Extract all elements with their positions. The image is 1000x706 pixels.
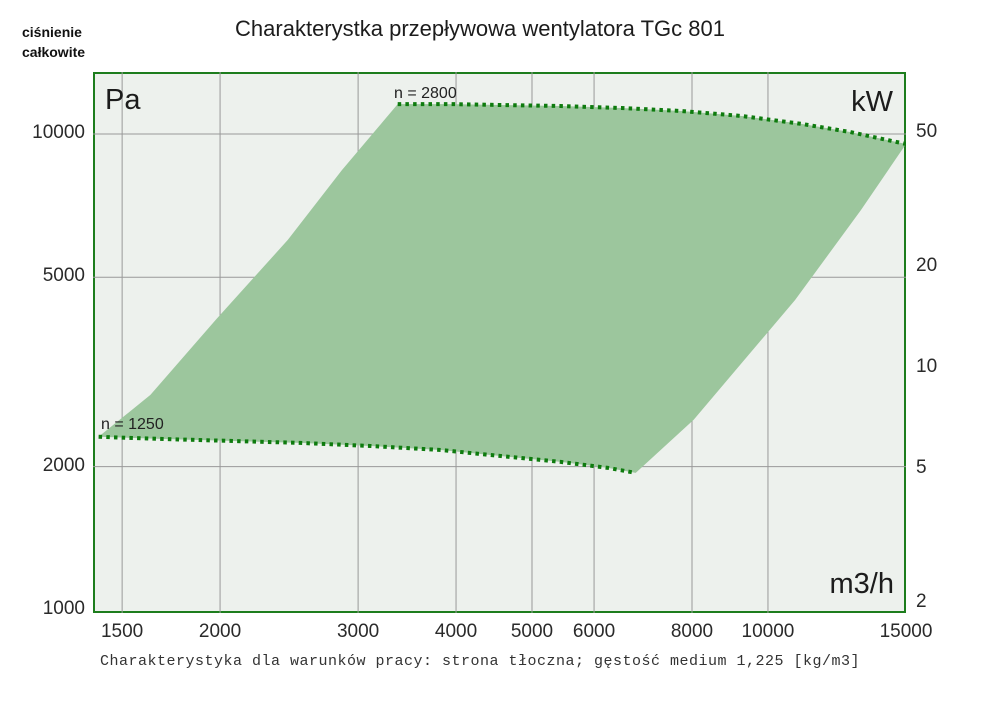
chart-plot-svg bbox=[93, 72, 906, 613]
flow-tick-2000: 2000 bbox=[198, 621, 242, 642]
flow-tick-6000: 6000 bbox=[572, 621, 616, 642]
flow-tick-3000: 3000 bbox=[336, 621, 380, 642]
pressure-tick-10000: 10000 bbox=[32, 122, 85, 144]
pressure-tick-2000: 2000 bbox=[42, 454, 85, 476]
power-tick-10: 10 bbox=[916, 356, 938, 378]
speed-curve-n2800 bbox=[397, 102, 906, 146]
power-tick-50: 50 bbox=[916, 121, 938, 143]
chart-title: Charakterystka przepływowa wentylatora T… bbox=[235, 16, 725, 41]
flow-tick-5000: 5000 bbox=[510, 621, 554, 642]
flow-tick-15000: 15000 bbox=[879, 621, 933, 642]
flow-tick-8000: 8000 bbox=[670, 621, 714, 642]
speed-curve-n1250 bbox=[98, 434, 637, 475]
y-axis-title-line2: całkowite bbox=[22, 44, 86, 61]
operating-region bbox=[98, 104, 906, 473]
speed-label-n2800: n = 2800 bbox=[394, 85, 457, 102]
flow-tick-4000: 4000 bbox=[434, 621, 478, 642]
speed-label-n1250: n = 1250 bbox=[101, 416, 164, 433]
pressure-tick-1000: 1000 bbox=[42, 597, 85, 619]
chart-caption: Charakterystyka dla warunków pracy: stro… bbox=[99, 653, 861, 670]
plot-area: Pa kW m3/h n = 2800 n = 1250 bbox=[93, 72, 906, 613]
power-tick-20: 20 bbox=[916, 254, 938, 276]
power-unit-label: kW bbox=[851, 86, 893, 118]
flow-tick-1500: 1500 bbox=[100, 621, 144, 642]
y-axis-title: ciśnienie całkowite bbox=[22, 22, 85, 63]
power-tick-2: 2 bbox=[916, 591, 927, 613]
power-tick-5: 5 bbox=[916, 457, 927, 479]
flow-tick-10000: 10000 bbox=[741, 621, 795, 642]
flow-unit-label: m3/h bbox=[829, 568, 894, 600]
pressure-tick-5000: 5000 bbox=[42, 265, 85, 287]
pressure-unit-label: Pa bbox=[105, 84, 141, 116]
y-axis-title-line1: ciśnienie bbox=[22, 24, 82, 40]
